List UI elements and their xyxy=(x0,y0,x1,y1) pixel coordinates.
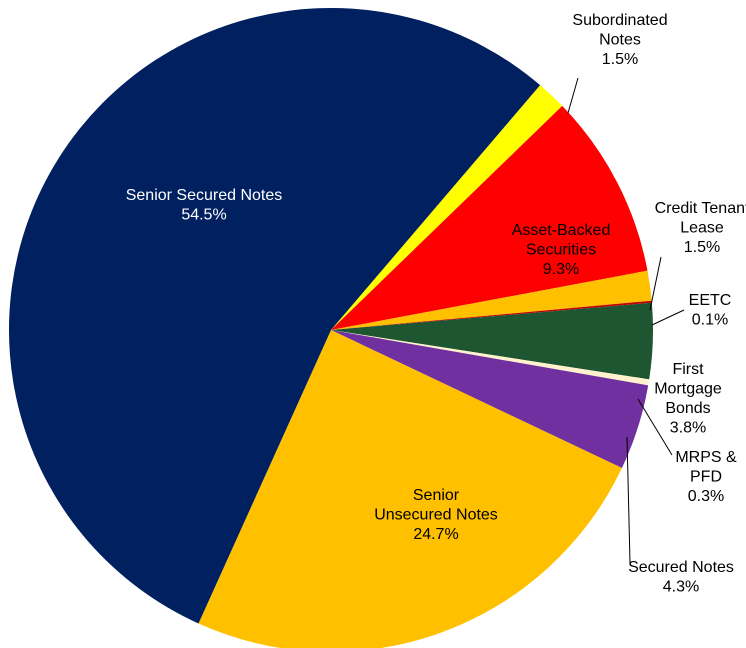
slice-label: Senior Secured Notes 54.5% xyxy=(126,187,283,224)
slice-percent: 1.5% xyxy=(684,239,720,256)
leader-line xyxy=(626,436,631,564)
slice-label: MRPS & PFD 0.3% xyxy=(675,449,737,505)
slice-label: EETC 0.1% xyxy=(689,292,732,329)
slice-name: EETC xyxy=(689,292,732,309)
slice-name: Asset-Backed xyxy=(512,222,611,239)
pie-slice-credit-tenant-lease xyxy=(331,270,652,330)
slice-name: Notes xyxy=(599,32,641,49)
slice-name: Subordinated xyxy=(572,12,667,29)
leader-line xyxy=(649,256,662,311)
slice-label: Credit Tenant Lease 1.5% xyxy=(655,200,746,256)
slice-percent: 1.5% xyxy=(602,51,638,68)
slice-name: Credit Tenant xyxy=(655,200,746,217)
pie-slice-asset-backed-securities xyxy=(331,105,648,330)
slice-label: Senior Unsecured Notes 24.7% xyxy=(374,487,498,543)
slice-percent: 54.5% xyxy=(181,207,226,224)
slice-name: Unsecured Notes xyxy=(374,507,498,524)
slice-label: Asset-Backed Securities 9.3% xyxy=(512,222,611,278)
slice-name: Mortgage xyxy=(654,381,722,398)
slice-name: Securities xyxy=(526,242,596,259)
slice-label: Secured Notes 4.3% xyxy=(628,559,734,596)
leader-line xyxy=(651,309,685,326)
leader-line xyxy=(567,77,579,114)
slice-percent: 3.8% xyxy=(670,420,706,437)
slice-percent: 0.3% xyxy=(688,488,724,505)
pie-slice-first-mortgage-bonds xyxy=(331,302,653,380)
slice-name: Secured Notes xyxy=(628,559,734,576)
slice-percent: 9.3% xyxy=(543,261,579,278)
slice-name: Bonds xyxy=(665,400,710,417)
slice-label: First Mortgage Bonds 3.8% xyxy=(654,361,722,437)
slice-name: MRPS & xyxy=(675,449,737,466)
pie-slice-senior-unsecured-notes xyxy=(198,330,622,648)
slice-name: PFD xyxy=(690,469,722,486)
pie-slice-senior-secured-notes xyxy=(8,7,541,624)
slice-percent: 4.3% xyxy=(663,579,699,596)
pie-slices xyxy=(8,7,653,648)
leader-line xyxy=(637,398,673,456)
leader-lines xyxy=(567,77,685,564)
slice-label: Subordinated Notes 1.5% xyxy=(572,12,667,68)
pie-slice-eetc xyxy=(331,300,652,330)
slice-name: First xyxy=(672,361,704,378)
pie-slice-subordinated-notes xyxy=(331,85,563,331)
pie-slice-secured-notes xyxy=(331,330,649,469)
slice-name: Senior Secured Notes xyxy=(126,187,283,204)
slice-percent: 24.7% xyxy=(413,526,458,543)
pie-slice-mrps-pfd xyxy=(331,330,650,386)
slice-name: Senior xyxy=(413,487,460,504)
slice-name: Lease xyxy=(680,220,724,237)
slice-percent: 0.1% xyxy=(692,312,728,329)
slice-labels: Subordinated Notes 1.5% Asset-Backed Securit… xyxy=(126,12,746,596)
